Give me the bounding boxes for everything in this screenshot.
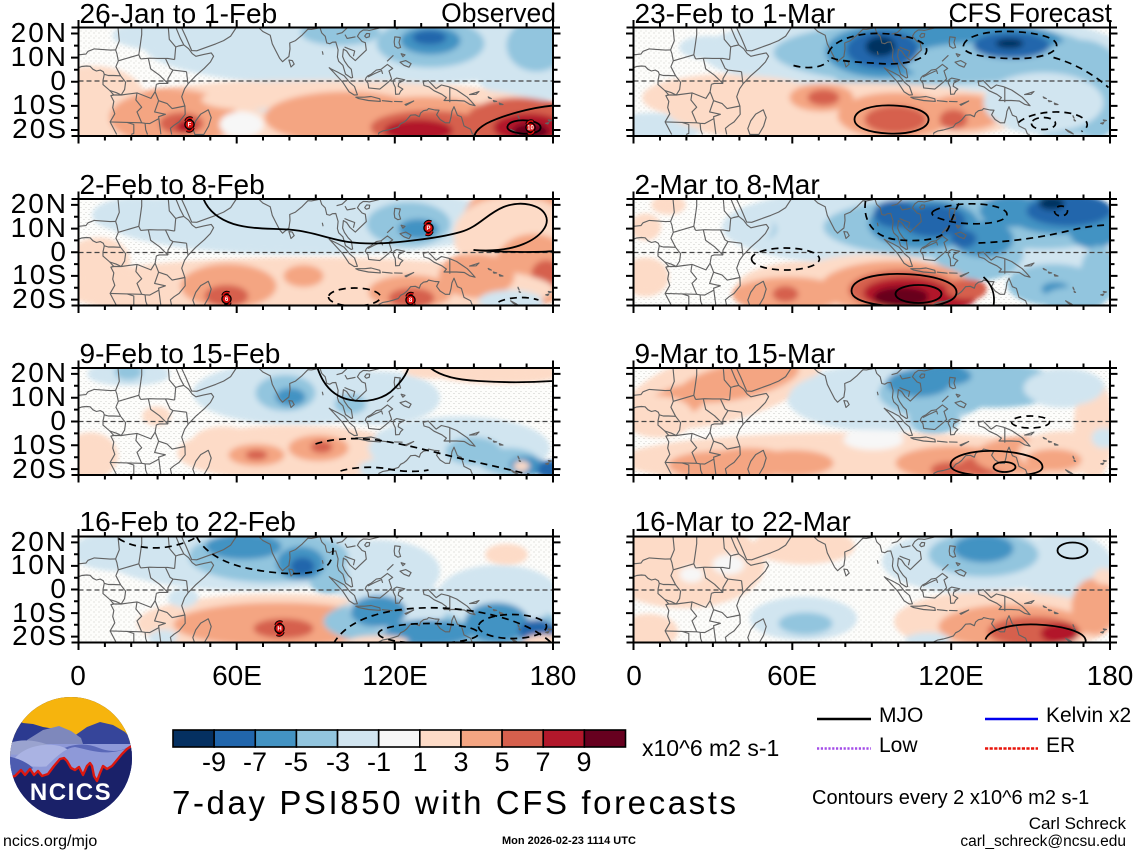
svg-text:F: F <box>188 123 192 129</box>
svg-text:6: 6 <box>225 297 229 303</box>
svg-text:P: P <box>426 226 430 232</box>
svg-text:H: H <box>277 627 281 633</box>
svg-text:8: 8 <box>409 298 413 304</box>
svg-text:NCICS: NCICS <box>30 779 112 806</box>
svg-text:10: 10 <box>527 126 534 132</box>
